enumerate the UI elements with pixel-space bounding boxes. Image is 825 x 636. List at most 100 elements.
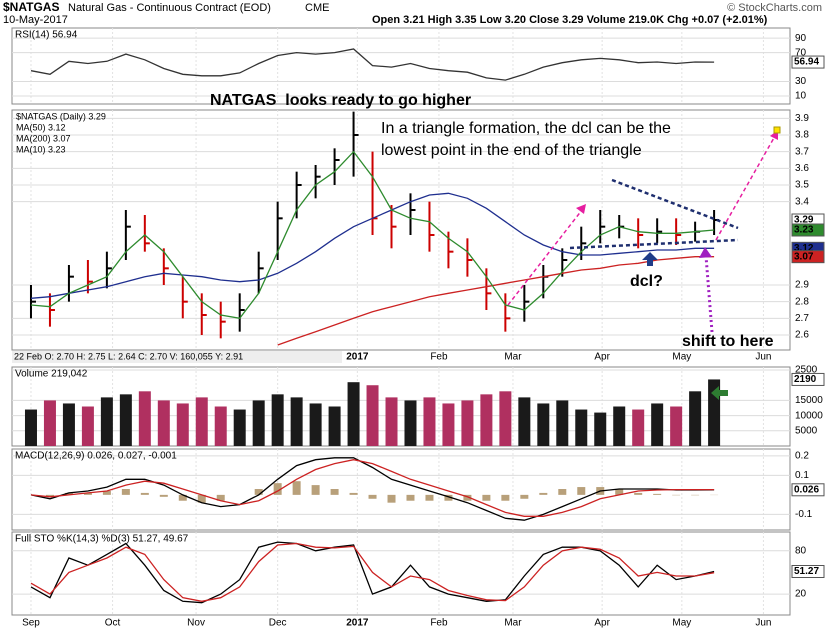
panel-title: MACD(12,26,9) 0.026, 0.027, -0.001 [15,451,177,462]
annotation: In a triangle formation, the dcl can be … [381,120,671,137]
y-tick-label: 0.2 [795,450,809,461]
y-tick-label: 90 [795,33,807,44]
bar [558,489,566,495]
bar [425,495,433,501]
y-tick-label: 3.6 [795,163,809,174]
x-tick-label: Oct [105,618,121,629]
bar [520,495,528,499]
symbol: $NATGAS [3,0,59,14]
value-box-label: 3.07 [794,251,814,262]
y-tick-label: 3.7 [795,146,809,157]
bar [518,397,530,446]
bar [386,397,398,446]
bar [653,494,661,495]
y-tick-label: 5000 [795,425,818,436]
instrument-name: Natural Gas - Continuous Contract (EOD) [68,2,271,14]
info-text: 22 Feb O: 2.70 H: 2.75 L: 2.64 C: 2.70 V… [14,351,243,361]
annotation: shift to here [682,333,774,350]
bar [404,400,416,446]
bar [291,397,303,446]
bar [499,391,511,446]
bar [293,481,301,495]
y-tick-label: 2.7 [795,313,809,324]
bar [634,493,642,495]
y-tick-label: -0.1 [795,509,813,520]
bar [329,407,341,447]
annotation: dcl? [630,273,663,290]
bar [120,394,132,446]
bar [501,495,509,501]
bar [689,391,701,446]
bar [141,493,149,495]
x-tick-label: Apr [594,352,610,363]
quote: Open 3.21 High 3.35 Low 3.20 Close 3.29 … [372,14,768,26]
y-tick-label: 3.9 [795,113,809,124]
bar [442,403,454,446]
bar [234,410,246,446]
bar [537,403,549,446]
bar [160,495,168,497]
y-tick-label: 2.6 [795,330,809,341]
bar [539,493,547,495]
bar [312,485,320,495]
x-tick-label: Jun [755,352,771,363]
bar [594,413,606,446]
y-tick-label: 10 [795,91,807,102]
target-marker [774,127,780,133]
legend-entry: MA(200) 3.07 [16,133,71,143]
y-tick-label: 0.1 [795,470,809,481]
date: 10-May-2017 [3,14,68,26]
bar [139,391,151,446]
x-tick-label: May [672,352,691,363]
y-tick-label: 20 [795,589,807,600]
bar [367,385,379,446]
value-box-label: 0.026 [794,484,819,495]
bar [177,403,189,446]
y-tick-label: 80 [795,545,807,556]
legend-entry: MA(50) 3.12 [16,122,66,132]
x-tick-label: Mar [504,352,522,363]
legend-entry: $NATGAS (Daily) 3.29 [16,111,106,121]
bar [63,403,75,446]
y-tick-label: 2.8 [795,296,809,307]
x-tick-label: Dec [269,618,287,629]
value-box-label: 3.23 [794,225,814,236]
bar [423,397,435,446]
bar [44,400,56,446]
credit: © StockCharts.com [727,2,822,14]
x-tick-label: Mar [504,618,522,629]
bar [253,400,265,446]
bar [196,397,208,446]
x-tick-label: Feb [430,352,448,363]
legend-entry: MA(10) 3.23 [16,144,66,154]
annotation: lowest point in the end of the triangle [381,142,642,159]
y-tick-label: 30 [795,76,807,87]
x-tick-label: 2017 [346,352,369,363]
bar [577,487,585,495]
bar [613,407,625,447]
bar [101,397,113,446]
y-tick-label: 10000 [795,410,823,421]
bar [406,495,414,501]
x-tick-label: Feb [430,618,448,629]
bar [272,394,284,446]
bar [388,495,396,503]
bar [25,410,37,446]
bar [158,400,170,446]
bar [651,403,663,446]
panel-title: Volume 219,042 [15,369,88,380]
bar [670,407,682,447]
bar [350,493,358,495]
value-box-label: 2190 [794,374,817,385]
bar [461,400,473,446]
bar [331,489,339,495]
y-tick-label: 3.5 [795,180,809,191]
bar [556,400,568,446]
x-tick-label: 2017 [346,618,369,629]
value-box-label: 56.94 [794,57,819,68]
annotation: NATGAS looks ready to go higher [210,92,471,109]
bar [82,407,94,447]
panel-title: Full STO %K(14,3) %D(3) 51.27, 49.67 [15,534,189,545]
exchange: CME [305,2,329,14]
